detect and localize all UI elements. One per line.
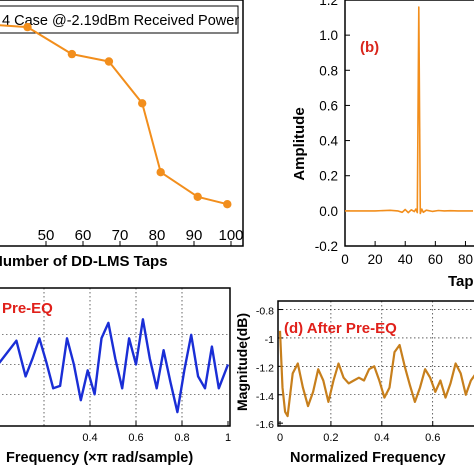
panel-b-y-label: Amplitude	[291, 107, 308, 180]
panel-b-x-tick-label: 80	[458, 252, 473, 267]
panel-c-x-label: Frequency (×π rad/sample)	[6, 450, 193, 466]
panel-b-series	[345, 6, 473, 215]
panel-a-x-tick-label: 80	[149, 227, 166, 244]
panel-d-x-tick-label: 0.4	[374, 432, 389, 444]
panel-b-x-ticks: 0 20 40 60 80	[341, 241, 473, 267]
panel-c-x-tick-label: 0.8	[174, 432, 189, 444]
panel-d-y-tick-label: -1.6	[256, 419, 274, 431]
panel-b-y-tick-label: 0.0	[319, 204, 338, 219]
panel-a-x-tick-label: 100	[218, 227, 243, 244]
panel-a-legend-text: 4 Case @-2.19dBm Received Power	[2, 13, 239, 29]
panel-d: -1.6 -1.4 -1.2 -1 -0.8 0 0.2 0.4 0.6 (d) After …	[234, 300, 474, 466]
panel-b-series-line	[345, 6, 473, 215]
panel-d-y-tick-label: -1.4	[256, 391, 274, 403]
panel-d-y-tick-label: -1.2	[256, 362, 274, 374]
panel-a-series-point	[156, 168, 165, 177]
panel-b-y-ticks: -0.2 0.0 0.2 0.4 0.6 0.8 1.0 1.2	[315, 0, 350, 254]
panel-d-x-label: Normalized Frequency	[290, 450, 446, 466]
panel-a-series-point	[193, 192, 202, 201]
panel-a-x-ticks: 50 60 70 80 90 100	[38, 227, 244, 246]
panel-d-y-label: Magnitude(dB)	[234, 313, 250, 411]
panel-b-y-tick-label: 0.4	[319, 134, 338, 149]
panel-a-series-point	[223, 200, 232, 209]
panel-b-x-tick-label: 20	[368, 252, 383, 267]
panel-a-x-tick-label: 90	[186, 227, 203, 244]
panel-c-x-ticks: 0.4 0.6 0.8 1	[82, 421, 231, 444]
panel-b-y-tick-label: -0.2	[315, 239, 338, 254]
panel-c-series-line	[0, 318, 230, 414]
panel-a-x-tick-label: 70	[112, 227, 129, 244]
panel-d-series-line	[278, 330, 474, 418]
panel-d-series	[278, 330, 474, 418]
panel-c-series	[0, 318, 230, 414]
panel-b-y-tick-label: 0.6	[319, 98, 338, 113]
panel-b-x-tick-label: 40	[398, 252, 413, 267]
panel-b-y-tick-label: 1.0	[319, 28, 338, 43]
panel-a-x-tick-label: 50	[38, 227, 55, 244]
panel-a-series	[0, 22, 232, 209]
panel-d-label: (d) After Pre-EQ	[284, 320, 397, 337]
panel-b-plot-frame	[344, 0, 474, 247]
panel-a-x-label: Number of DD-LMS Taps	[0, 253, 168, 270]
panel-a-series-line	[0, 24, 228, 206]
panel-d-x-tick-label: 0	[277, 432, 283, 444]
panel-d-x-ticks: 0 0.2 0.4 0.6	[277, 421, 440, 444]
panel-b-x-label: Taps	[448, 273, 474, 290]
panel-d-y-tick-label: -1	[265, 334, 274, 346]
panel-a-series-point	[104, 57, 114, 66]
panel-b-y-tick-label: 0.8	[319, 63, 338, 78]
panel-a-x-tick-label: 60	[75, 227, 92, 244]
panel-d-x-tick-label: 0.2	[323, 432, 338, 444]
panel-c-x-tick-label: 0.6	[128, 432, 143, 444]
panel-c-plot-frame	[0, 287, 231, 427]
panel-c-x-tick-label: 0.4	[82, 432, 97, 444]
panel-a-series-point	[67, 49, 77, 59]
panel-d-plot-frame	[277, 300, 474, 427]
panel-b-label: (b)	[360, 39, 379, 56]
panel-d-x-tick-label: 0.6	[425, 432, 440, 444]
panel-a-series-point	[23, 22, 32, 32]
panel-a-series-point	[138, 99, 147, 108]
panel-b: -0.20.00.20.40.60.81.01.2 0 20 40 60 80 (b) …	[291, 0, 474, 290]
panel-b-x-tick-label: 60	[428, 252, 443, 267]
panel-a-legend-box	[0, 5, 239, 34]
panel-d-y-tick-label: -0.8	[256, 306, 274, 318]
panel-a-plot-frame	[0, 0, 244, 247]
panel-b-y-tick-label: 0.2	[319, 169, 338, 184]
panel-b-x-tick-label: 0	[341, 252, 349, 267]
panel-c: 0.4 0.6 0.8 1 Pre-EQ Frequency (×π rad/samp…	[0, 287, 231, 466]
panel-d-y-ticks: -1.6 -1.4 -1.2 -1 -0.8	[256, 306, 283, 431]
panel-b-y-tick-label: 1.2	[319, 0, 338, 8]
panel-c-label: Pre-EQ	[2, 300, 53, 317]
panel-c-x-tick-label: 1	[225, 432, 231, 444]
panel-a: 4 Case @-2.19dBm Received Power 50 60 70 80…	[0, 0, 244, 270]
